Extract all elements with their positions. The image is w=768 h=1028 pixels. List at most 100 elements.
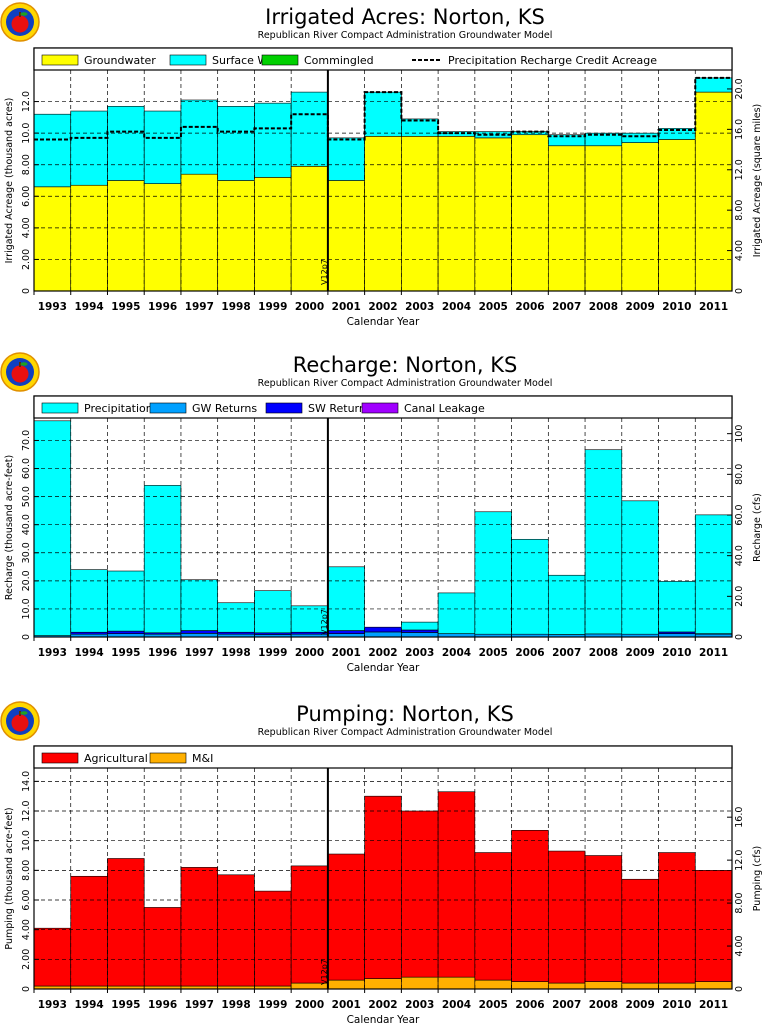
apple-logo-icon-1 [0, 2, 40, 42]
xtick-label-1998: 1998 [221, 647, 250, 659]
xtick-label-2000: 2000 [295, 647, 324, 659]
bar-surface-water-1996 [143, 110, 182, 184]
ytick-label-7: 70.0 [21, 430, 32, 451]
xtick-label-2001: 2001 [332, 301, 361, 313]
bar-m-i-2009 [621, 982, 659, 990]
ytick-label-6: 60.0 [21, 458, 32, 479]
xtick-label-2009: 2009 [626, 999, 655, 1011]
y2tick-label-2: 40.0 [734, 545, 745, 566]
bar-groundwater-1995 [107, 180, 145, 292]
legend-box [33, 745, 733, 769]
ytick-label-6: 12.0 [21, 800, 32, 821]
y-axis-label: Recharge (thousand acre-feet) [4, 455, 15, 600]
xtick-label-1998: 1998 [221, 301, 250, 313]
y2tick-label-5: 20.0 [734, 78, 745, 99]
xtick-label-2000: 2000 [295, 301, 324, 313]
legend-label-1: M&I [192, 752, 213, 765]
apple-logo-icon-3 [0, 701, 40, 741]
xtick-label-2006: 2006 [515, 301, 544, 313]
bar-precipitation-2008 [584, 449, 623, 635]
bar-surface-water-1994 [70, 110, 108, 186]
bar-m-i-2008 [584, 981, 623, 990]
legend-swatch-2 [265, 402, 303, 414]
legend-label-2: SW Returns [308, 402, 372, 415]
xtick-label-2010: 2010 [662, 999, 691, 1011]
ytick-label-0: 0 [21, 634, 32, 640]
bar-sw-returns-2002 [364, 626, 402, 633]
legend-swatch-0 [41, 402, 79, 414]
logo-leaf-3 [20, 711, 28, 715]
bar-groundwater-1998 [217, 180, 255, 292]
xtick-label-2007: 2007 [552, 999, 581, 1011]
bar-precipitation-1994 [70, 569, 108, 633]
bar-surface-water-2009 [621, 132, 659, 143]
bar-m-i-2003 [401, 976, 439, 990]
legend-swatch-3 [361, 402, 399, 414]
xtick-label-1995: 1995 [111, 647, 140, 659]
ytick-label-0: 0 [21, 986, 32, 992]
x-axis-label: Calendar Year [347, 316, 420, 328]
xtick-label-2004: 2004 [442, 999, 471, 1011]
apple-logo-icon-2 [0, 352, 40, 392]
xtick-label-1993: 1993 [38, 999, 67, 1011]
logo-apple-3 [11, 714, 29, 732]
xtick-label-2006: 2006 [515, 647, 544, 659]
legend-swatch-0 [41, 54, 79, 66]
xtick-label-2005: 2005 [479, 301, 508, 313]
bar-agricultural-2001 [327, 853, 365, 981]
ytick-label-5: 10.0 [21, 830, 32, 851]
ytick-label-0: 0 [21, 288, 32, 294]
bar-sw-returns-2003 [401, 629, 439, 633]
y2tick-label-1: 20.0 [734, 586, 745, 607]
chart-subtitle: Republican River Compact Administration … [258, 378, 553, 389]
bar-agricultural-2008 [584, 855, 623, 982]
bar-agricultural-2005 [474, 852, 512, 981]
xtick-label-2011: 2011 [699, 999, 728, 1011]
bar-agricultural-2000 [290, 865, 329, 984]
xtick-label-1999: 1999 [258, 999, 287, 1011]
logo-stem-1 [19, 12, 21, 17]
xtick-label-1996: 1996 [148, 301, 177, 313]
logo-stem-2 [19, 362, 21, 367]
xtick-label-1996: 1996 [148, 647, 177, 659]
legend-swatch-1 [149, 752, 187, 764]
xtick-label-2003: 2003 [405, 647, 434, 659]
xtick-label-2008: 2008 [589, 999, 618, 1011]
ytick-label-1: 10.0 [21, 598, 32, 619]
bar-groundwater-1999 [254, 177, 292, 292]
bar-precipitation-2005 [474, 511, 512, 635]
legend-swatch-0 [41, 752, 79, 764]
bar-agricultural-2006 [511, 829, 549, 982]
bar-surface-water-1995 [107, 106, 145, 181]
ytick-label-7: 14.0 [21, 771, 32, 792]
y2tick-label-3: 60.0 [734, 504, 745, 525]
bar-agricultural-1995 [107, 858, 145, 987]
ytick-label-4: 40.0 [21, 514, 32, 535]
xtick-label-2002: 2002 [368, 999, 397, 1011]
bar-agricultural-2009 [621, 878, 659, 984]
bar-m-i-2005 [474, 979, 512, 990]
logo-apple-2 [11, 365, 29, 383]
y2tick-label-0: 0 [734, 634, 745, 640]
y2tick-label-1: 4.00 [734, 935, 745, 956]
ytick-label-1: 2.00 [21, 249, 32, 270]
legend-box [33, 47, 733, 71]
ytick-label-3: 30.0 [21, 542, 32, 563]
legend-label-3: Canal Leakage [404, 402, 485, 415]
bar-agricultural-2007 [548, 850, 586, 984]
ytick-label-4: 8.00 [21, 860, 32, 881]
legend-swatch-1 [149, 402, 187, 414]
bar-m-i-2001 [327, 979, 365, 990]
bar-precipitation-1997 [180, 579, 218, 631]
bar-agricultural-1994 [70, 875, 108, 987]
y2tick-label-5: 100 [734, 425, 745, 443]
bar-sw-returns-1997 [180, 630, 218, 634]
y2-axis-label: Recharge (cfs) [752, 493, 763, 562]
chart-title: Pumping: Norton, KS [296, 702, 514, 726]
bar-groundwater-2007 [548, 145, 586, 292]
xtick-label-2007: 2007 [552, 647, 581, 659]
chart-subtitle: Republican River Compact Administration … [258, 30, 553, 41]
ytick-label-4: 8.00 [21, 154, 32, 175]
